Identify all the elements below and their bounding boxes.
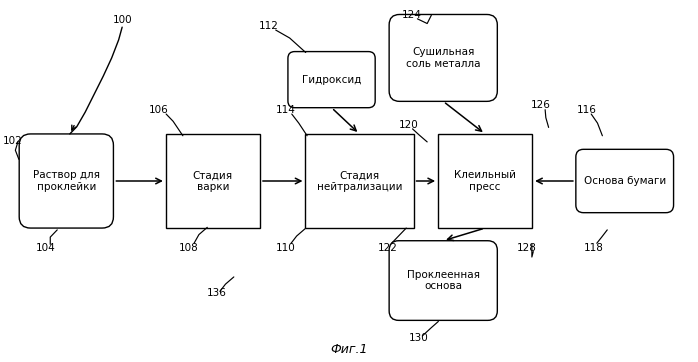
Text: Основа бумаги: Основа бумаги [584,176,666,186]
Text: 110: 110 [276,243,296,253]
Text: 106: 106 [149,105,169,115]
Text: Фиг.1: Фиг.1 [330,343,368,356]
FancyBboxPatch shape [389,241,497,320]
FancyBboxPatch shape [438,134,532,228]
FancyBboxPatch shape [165,134,260,228]
Text: 104: 104 [36,243,55,253]
Text: 112: 112 [259,21,279,31]
FancyBboxPatch shape [288,52,376,108]
FancyBboxPatch shape [576,149,674,212]
Text: 122: 122 [378,243,397,253]
FancyBboxPatch shape [20,134,113,228]
Text: 136: 136 [207,288,226,298]
Text: Клеильный
пресс: Клеильный пресс [454,170,516,192]
Text: 126: 126 [531,100,551,110]
Text: Проклеенная
основа: Проклеенная основа [407,270,480,291]
Text: 114: 114 [276,105,296,115]
Text: 130: 130 [409,333,429,344]
Text: 116: 116 [577,105,596,115]
Text: 118: 118 [584,243,603,253]
Text: 108: 108 [179,243,198,253]
Text: Стадия
нейтрализации: Стадия нейтрализации [317,170,402,192]
Text: Раствор для
проклейки: Раствор для проклейки [33,170,100,192]
Text: Гидроксид: Гидроксид [302,75,362,85]
Text: Стадия
варки: Стадия варки [193,170,233,192]
Text: Сушильная
соль металла: Сушильная соль металла [406,47,480,69]
Text: 120: 120 [399,120,418,130]
Text: 128: 128 [517,243,537,253]
FancyBboxPatch shape [389,14,497,101]
Text: 102: 102 [3,136,22,146]
FancyBboxPatch shape [306,134,413,228]
Text: 100: 100 [112,15,132,25]
Text: 124: 124 [402,10,422,20]
